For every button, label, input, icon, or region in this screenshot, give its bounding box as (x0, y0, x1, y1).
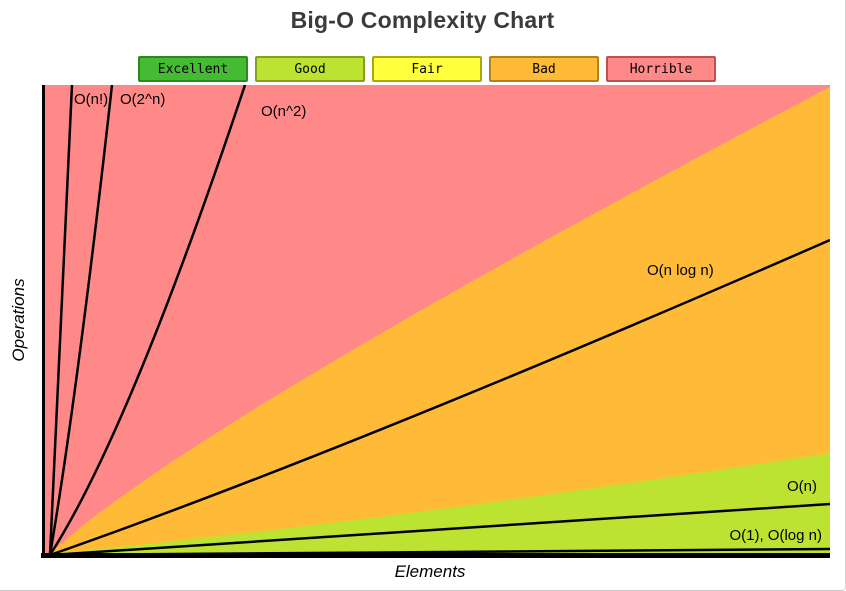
curve-o-n-log-n (49, 238, 830, 557)
curve-label-o-n-log-n: O(n log n) (647, 262, 714, 279)
curve-o-2-pow-n (48, 85, 114, 556)
legend-button-good[interactable]: Good (255, 56, 365, 82)
legend-button-fair[interactable]: Fair (372, 56, 482, 82)
y-axis-label: Operations (9, 278, 28, 362)
legend-button-excellent[interactable]: Excellent (138, 56, 248, 82)
curve-label-o-n-squared: O(n^2) (261, 103, 307, 120)
curve-label-o-1-o-log-n: O(1), O(log n) (729, 527, 822, 544)
region-group (42, 85, 830, 556)
complexity-legend: Excellent Good Fair Bad Horrible (9, 56, 845, 82)
curve-o-n-factorial (48, 85, 74, 556)
page-title: Big-O Complexity Chart (290, 7, 555, 33)
curve-o-n-squared (48, 85, 247, 556)
x-axis-label: Elements (394, 562, 466, 581)
region-good (50, 453, 830, 556)
legend-button-horrible[interactable]: Horrible (606, 56, 716, 82)
legend-button-bad[interactable]: Bad (489, 56, 599, 82)
curve-o-n (49, 502, 830, 557)
curve-label-o-n: O(n) (787, 478, 817, 495)
region-bad (50, 87, 830, 556)
curve-label-o-2-pow-n: O(2^n) (120, 91, 166, 108)
curve-label-o-n-factorial: O(n!) (74, 91, 109, 108)
